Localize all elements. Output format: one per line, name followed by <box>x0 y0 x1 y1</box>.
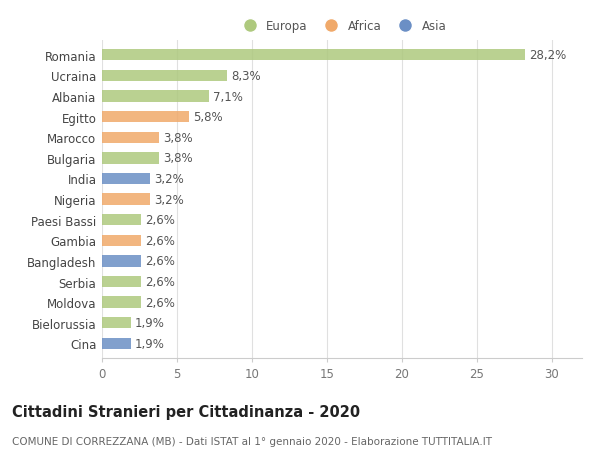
Text: 3,8%: 3,8% <box>163 131 193 145</box>
Bar <box>102 174 150 185</box>
Text: 5,8%: 5,8% <box>193 111 223 124</box>
Bar <box>102 112 189 123</box>
Text: 2,6%: 2,6% <box>146 296 175 309</box>
Legend: Europa, Africa, Asia: Europa, Africa, Asia <box>233 16 451 38</box>
Text: 1,9%: 1,9% <box>135 337 165 350</box>
Bar <box>102 276 141 288</box>
Text: 8,3%: 8,3% <box>231 70 260 83</box>
Text: 28,2%: 28,2% <box>530 49 567 62</box>
Text: 2,6%: 2,6% <box>146 214 175 227</box>
Bar <box>102 297 141 308</box>
Text: 2,6%: 2,6% <box>146 255 175 268</box>
Text: 2,6%: 2,6% <box>146 275 175 288</box>
Bar <box>102 194 150 205</box>
Bar <box>102 318 131 329</box>
Text: Cittadini Stranieri per Cittadinanza - 2020: Cittadini Stranieri per Cittadinanza - 2… <box>12 404 360 419</box>
Bar <box>102 50 525 62</box>
Bar <box>102 256 141 267</box>
Text: 3,2%: 3,2% <box>155 193 184 206</box>
Text: 3,2%: 3,2% <box>155 173 184 185</box>
Bar <box>102 338 131 349</box>
Text: COMUNE DI CORREZZANA (MB) - Dati ISTAT al 1° gennaio 2020 - Elaborazione TUTTITA: COMUNE DI CORREZZANA (MB) - Dati ISTAT a… <box>12 436 492 446</box>
Text: 3,8%: 3,8% <box>163 152 193 165</box>
Bar <box>102 235 141 246</box>
Text: 7,1%: 7,1% <box>213 90 243 103</box>
Bar <box>102 71 227 82</box>
Bar <box>102 153 159 164</box>
Bar <box>102 91 209 102</box>
Text: 2,6%: 2,6% <box>146 234 175 247</box>
Text: 1,9%: 1,9% <box>135 317 165 330</box>
Bar <box>102 214 141 226</box>
Bar <box>102 132 159 144</box>
